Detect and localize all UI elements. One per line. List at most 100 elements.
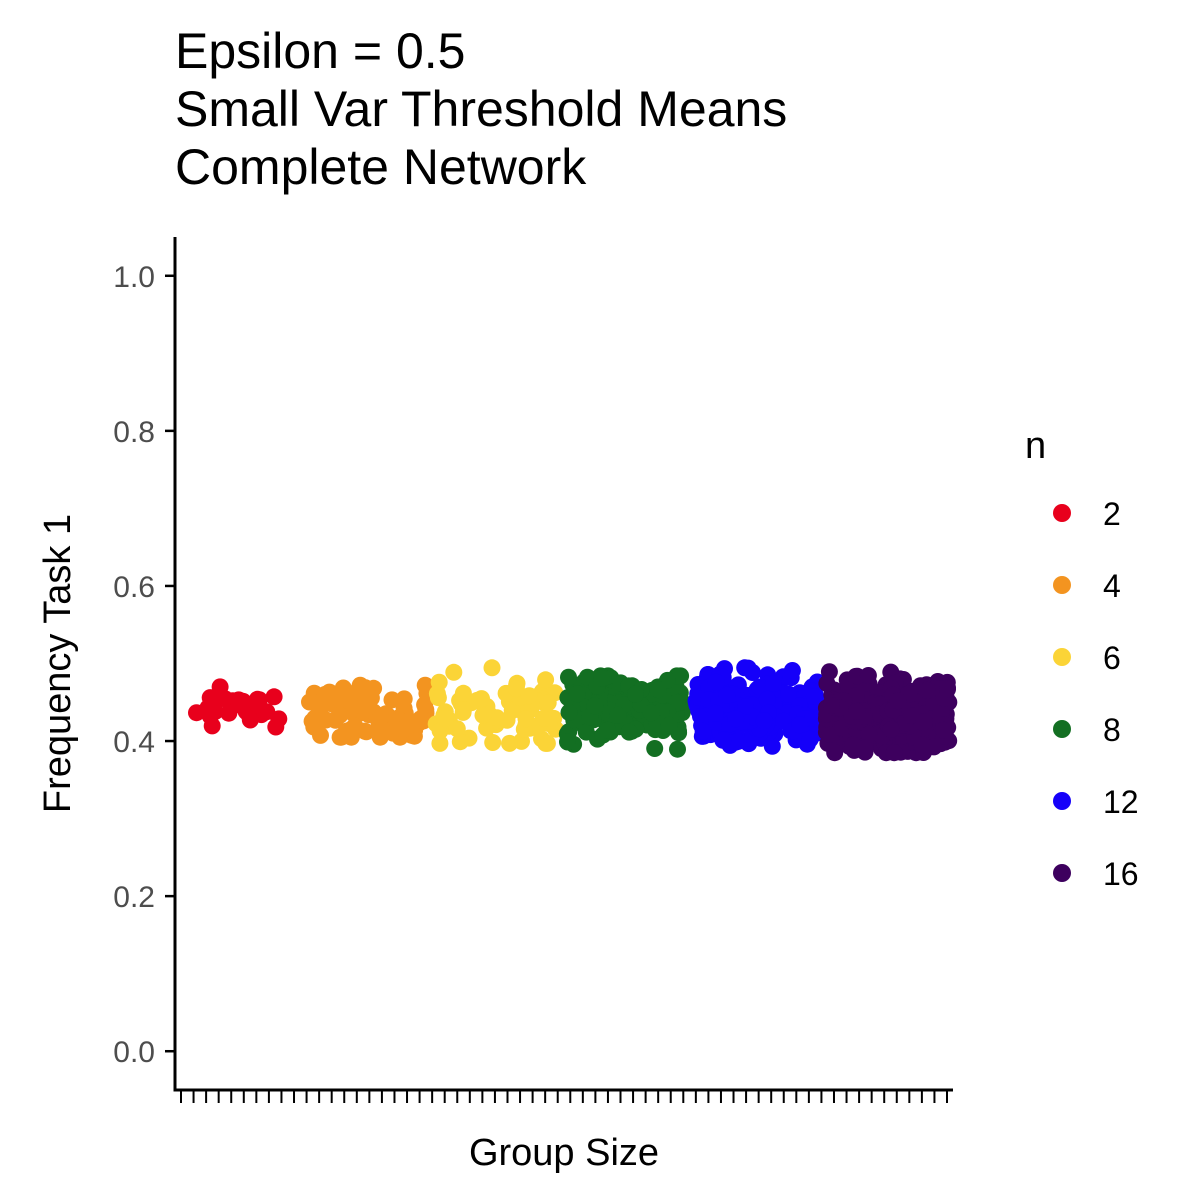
legend-label-16: 16: [1103, 856, 1139, 892]
point-n6: [488, 709, 506, 727]
point-n4: [395, 690, 413, 708]
y-tick-label: 0.6: [113, 571, 155, 604]
x-axis-title: Group Size: [469, 1132, 659, 1174]
point-n6: [448, 720, 466, 738]
legend-key-4: [1053, 576, 1071, 594]
point-n12: [751, 678, 769, 696]
point-n4: [303, 712, 321, 730]
point-n16: [882, 720, 900, 738]
point-n6: [436, 709, 454, 727]
legend-label-4: 4: [1103, 568, 1121, 604]
legend-key-2: [1053, 504, 1071, 522]
point-n6: [429, 689, 447, 707]
point-n12: [737, 698, 754, 716]
y-tick-label: 0.2: [113, 881, 155, 914]
point-n6: [520, 687, 538, 705]
legend-label-6: 6: [1103, 640, 1121, 676]
point-n4: [322, 684, 340, 702]
point-n16: [822, 697, 840, 714]
point-n2: [234, 692, 252, 710]
point-n6: [445, 663, 463, 681]
point-n2: [199, 699, 217, 717]
title-line-3: Complete Network: [175, 139, 587, 195]
point-n8: [649, 681, 667, 699]
point-n4: [383, 691, 401, 709]
point-n8: [593, 669, 611, 687]
point-n4: [416, 676, 434, 694]
point-n6: [537, 671, 555, 689]
point-n16: [820, 725, 838, 743]
point-n2: [248, 696, 266, 714]
point-n16: [935, 721, 953, 739]
point-n4: [352, 697, 370, 715]
point-n6: [534, 709, 552, 727]
point-n8: [660, 716, 678, 734]
point-n12: [764, 675, 782, 693]
point-n12: [707, 673, 725, 691]
point-n8: [599, 721, 617, 739]
y-axis-title: Frequency Task 1: [37, 514, 79, 813]
point-n12: [727, 710, 745, 728]
legend: n 2 4 6 8 12 16: [1025, 425, 1139, 892]
point-n8: [560, 668, 577, 686]
data-points: [188, 659, 958, 762]
y-axis-ticks: 0.0 0.2 0.4 0.6 0.8 1.0: [113, 261, 175, 1069]
point-n8: [627, 685, 644, 703]
legend-label-2: 2: [1103, 496, 1121, 532]
point-n8: [559, 733, 576, 751]
point-n12: [755, 712, 773, 730]
point-n12: [706, 704, 724, 722]
title-line-1: Epsilon = 0.5: [175, 23, 466, 79]
legend-key-12: [1053, 792, 1071, 810]
point-n16: [818, 675, 836, 692]
point-n16: [860, 725, 878, 743]
point-n6: [483, 659, 501, 677]
point-n4: [415, 712, 432, 730]
point-n8: [586, 697, 604, 715]
legend-label-12: 12: [1103, 784, 1139, 820]
point-n8: [646, 740, 664, 757]
point-n4: [331, 706, 349, 724]
point-n12: [718, 686, 736, 704]
point-n16: [889, 692, 907, 710]
y-tick-label: 1.0: [113, 261, 155, 294]
point-n8: [577, 723, 595, 741]
point-n6: [431, 734, 449, 752]
point-n8: [642, 704, 660, 722]
x-axis-ticks: [180, 1090, 948, 1103]
point-n12: [783, 662, 801, 679]
legend-key-8: [1053, 720, 1071, 738]
point-n6: [451, 733, 469, 751]
point-n16: [859, 667, 877, 684]
point-n6: [539, 694, 557, 712]
point-n12: [805, 688, 823, 705]
chart-title: Epsilon = 0.5 Small Var Threshold Means …: [175, 22, 787, 196]
point-n4: [346, 717, 364, 735]
point-n16: [913, 736, 931, 754]
point-n2: [265, 688, 283, 706]
point-n6: [484, 734, 502, 751]
legend-label-8: 8: [1103, 712, 1121, 748]
legend-key-16: [1053, 864, 1071, 882]
point-n8: [609, 706, 627, 724]
point-n12: [801, 730, 819, 748]
point-n16: [918, 681, 936, 699]
legend-key-6: [1053, 648, 1071, 666]
point-n6: [538, 734, 556, 752]
point-n16: [902, 707, 920, 725]
point-n2: [241, 711, 259, 729]
point-n12: [729, 732, 747, 750]
point-n16: [915, 713, 933, 730]
point-n6: [517, 710, 535, 728]
point-n6: [473, 690, 490, 708]
y-tick-label: 0.8: [113, 416, 155, 449]
point-n6: [507, 680, 525, 698]
y-tick-label: 0.4: [113, 726, 155, 759]
point-n8: [568, 685, 586, 703]
point-n8: [669, 740, 686, 758]
point-n16: [939, 680, 956, 698]
point-n12: [791, 716, 809, 734]
point-n6: [474, 706, 492, 724]
point-n4: [372, 708, 389, 726]
